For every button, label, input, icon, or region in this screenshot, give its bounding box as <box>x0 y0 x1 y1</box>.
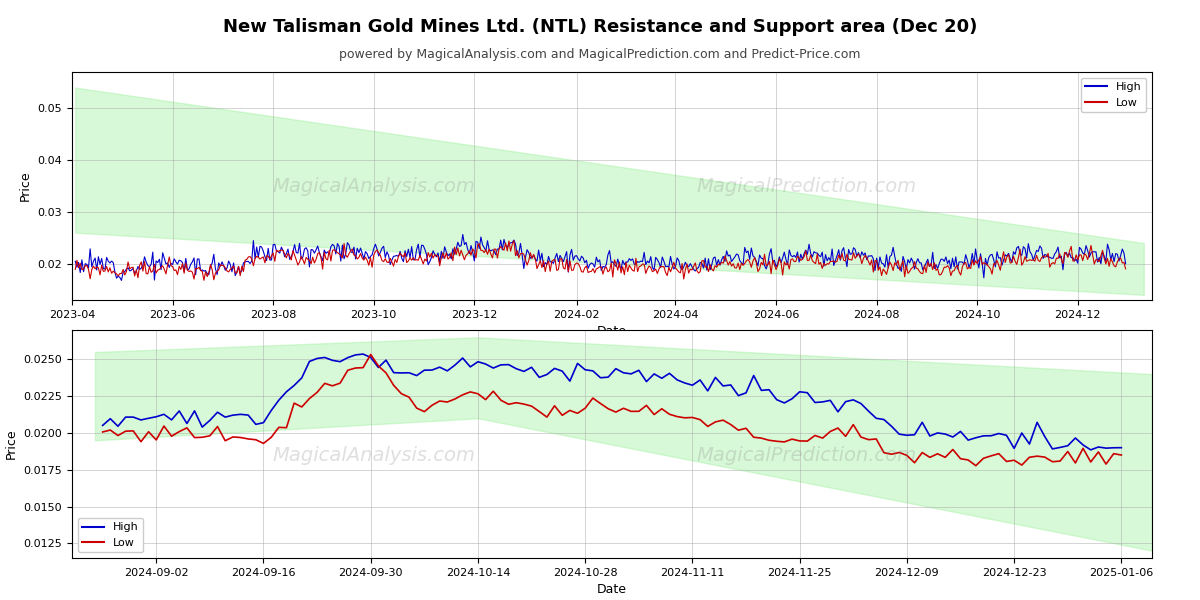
Text: powered by MagicalAnalysis.com and MagicalPrediction.com and Predict-Price.com: powered by MagicalAnalysis.com and Magic… <box>340 48 860 61</box>
Text: New Talisman Gold Mines Ltd. (NTL) Resistance and Support area (Dec 20): New Talisman Gold Mines Ltd. (NTL) Resis… <box>223 18 977 36</box>
Legend: High, Low: High, Low <box>1081 77 1146 112</box>
Text: MagicalPrediction.com: MagicalPrediction.com <box>696 446 917 465</box>
Text: MagicalAnalysis.com: MagicalAnalysis.com <box>272 446 476 465</box>
Y-axis label: Price: Price <box>19 170 32 202</box>
Legend: High, Low: High, Low <box>78 518 143 553</box>
Y-axis label: Price: Price <box>5 428 18 460</box>
Text: MagicalPrediction.com: MagicalPrediction.com <box>696 176 917 196</box>
X-axis label: Date: Date <box>598 583 628 596</box>
X-axis label: Date: Date <box>598 325 628 338</box>
Text: MagicalAnalysis.com: MagicalAnalysis.com <box>272 176 476 196</box>
